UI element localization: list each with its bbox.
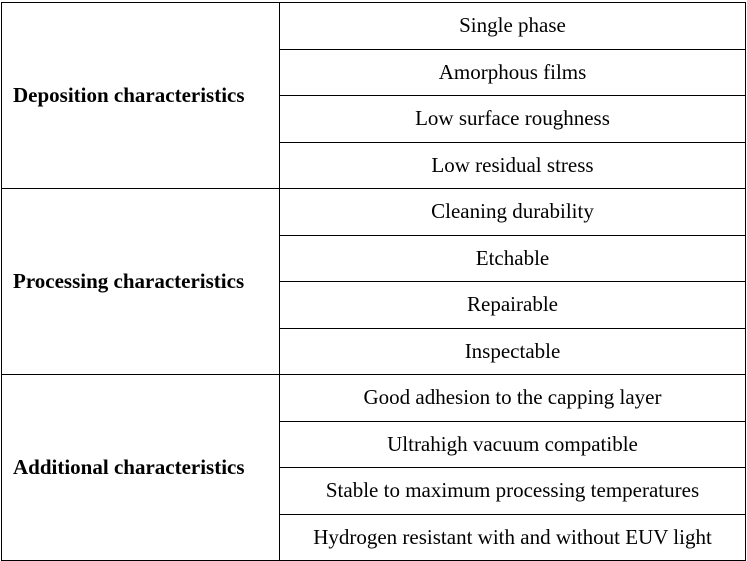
table-row: Hydrogen resistant with and without EUV …	[2, 513, 746, 561]
table-row: Low surface roughness	[2, 95, 746, 143]
characteristic-cell: Amorphous films	[279, 48, 746, 96]
table-row: Deposition characteristics Single phase	[1, 2, 746, 189]
table-row: Amorphous films	[2, 48, 746, 96]
table-row: Stable to maximum processing temperature…	[2, 467, 746, 515]
table-row: Etchable	[2, 234, 746, 282]
characteristic-cell: Inspectable	[279, 327, 746, 375]
table-row: Repairable	[2, 281, 746, 329]
characteristic-cell: Good adhesion to the capping layer	[279, 374, 746, 422]
characteristic-cell: Etchable	[279, 234, 746, 282]
characteristic-cell: Repairable	[279, 281, 746, 329]
category-cell-deposition: Deposition characteristics	[1, 2, 280, 189]
table-row: Ultrahigh vacuum compatible	[2, 420, 746, 468]
category-cell-additional: Additional characteristics	[1, 374, 280, 561]
table-row: Processing characteristics Cleaning dura…	[1, 188, 746, 375]
characteristic-cell: Low residual stress	[279, 141, 746, 189]
table-row: Inspectable	[2, 327, 746, 375]
category-cell-processing: Processing characteristics	[1, 188, 280, 375]
characteristic-cell: Single phase	[279, 2, 746, 50]
characteristic-cell: Low surface roughness	[279, 95, 746, 143]
characteristic-cell: Cleaning durability	[279, 188, 746, 236]
table-row: Additional characteristics Good adhesion…	[1, 374, 746, 561]
characteristic-cell: Hydrogen resistant with and without EUV …	[279, 513, 746, 561]
characteristic-cell: Stable to maximum processing temperature…	[279, 467, 746, 515]
characteristic-cell: Ultrahigh vacuum compatible	[279, 420, 746, 468]
